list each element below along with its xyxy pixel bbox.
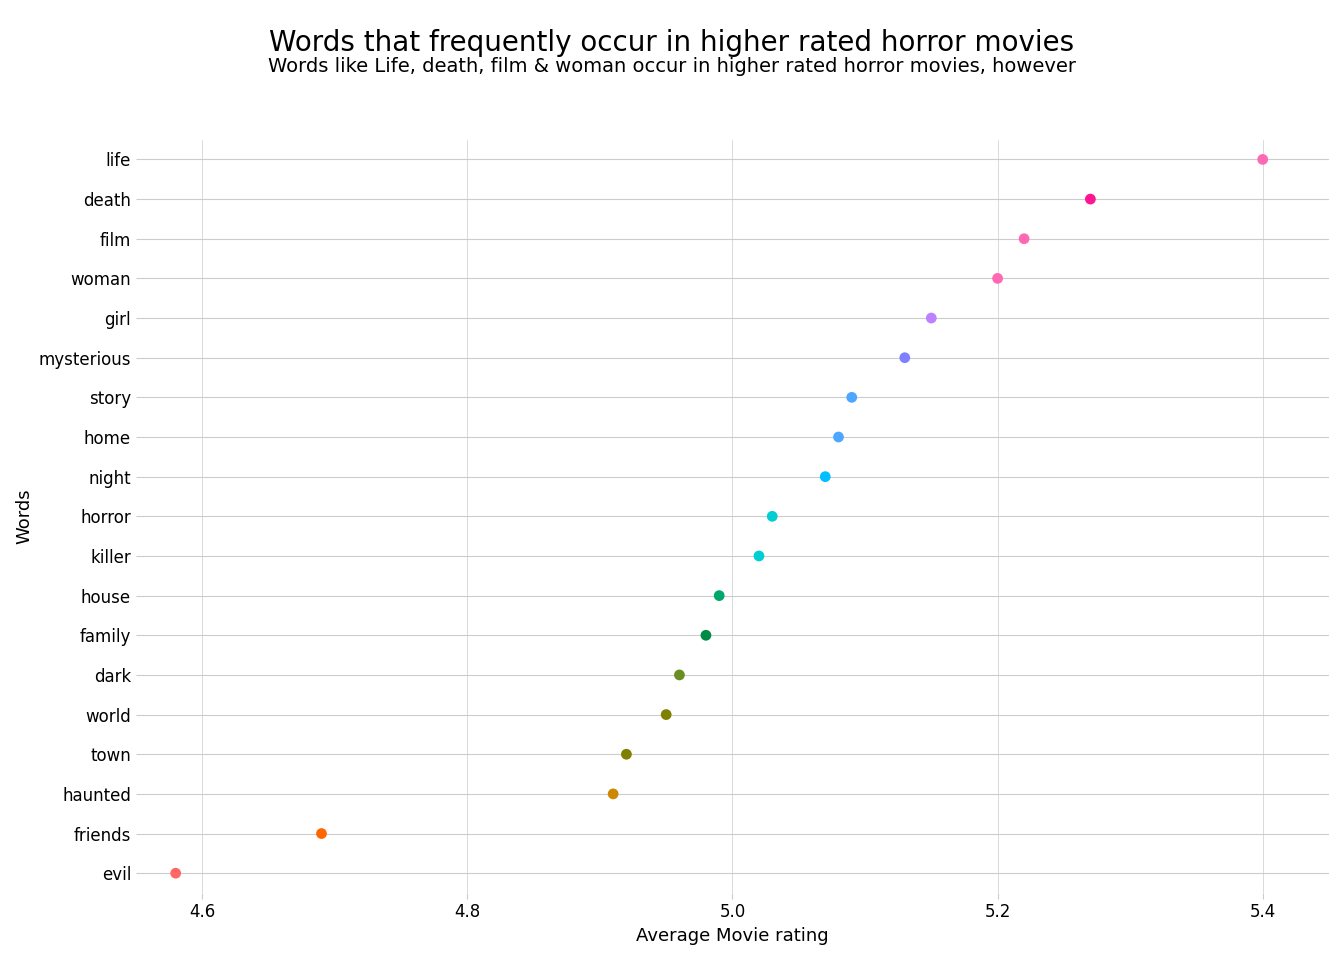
Point xyxy=(708,588,730,603)
Point xyxy=(1079,191,1101,206)
Point xyxy=(841,390,863,405)
Point xyxy=(749,548,770,564)
Point xyxy=(814,469,836,485)
Text: Words like Life, death, film & woman occur in higher rated horror movies, howeve: Words like Life, death, film & woman occ… xyxy=(267,57,1077,76)
Point xyxy=(894,350,915,366)
Point xyxy=(1253,152,1274,167)
Point xyxy=(828,429,849,444)
Point xyxy=(165,866,187,881)
Text: Words that frequently occur in higher rated horror movies: Words that frequently occur in higher ra… xyxy=(269,29,1075,57)
Point xyxy=(762,509,784,524)
Point xyxy=(986,271,1008,286)
Point xyxy=(669,667,691,683)
Point xyxy=(695,628,716,643)
Point xyxy=(310,826,332,841)
Point xyxy=(656,707,677,722)
Y-axis label: Words: Words xyxy=(15,489,34,544)
Point xyxy=(921,310,942,325)
X-axis label: Average Movie rating: Average Movie rating xyxy=(636,927,829,945)
Point xyxy=(1013,231,1035,247)
Point xyxy=(616,747,637,762)
Point xyxy=(602,786,624,802)
